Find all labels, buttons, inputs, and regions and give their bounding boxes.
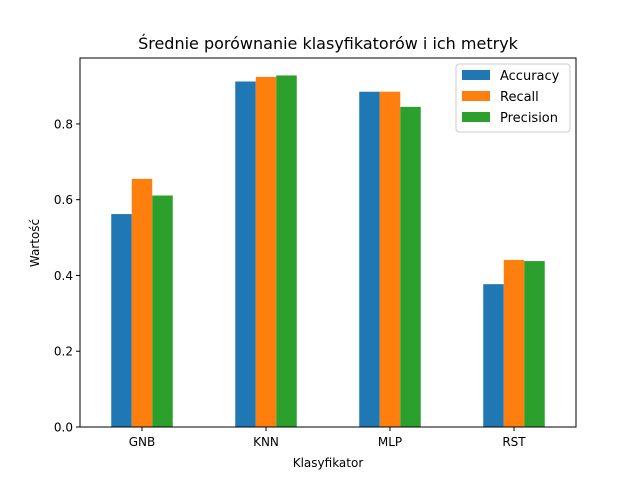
bar-mlp-precision — [400, 106, 421, 428]
bar-gnb-precision — [152, 195, 173, 427]
bar-mlp-accuracy — [359, 91, 380, 427]
y-axis-ticks: 0.0 0.2 0.4 0.6 0.8 — [54, 117, 80, 435]
legend-label-recall: Recall — [500, 90, 539, 105]
y-tick-label: 0.4 — [54, 269, 73, 283]
bars-group — [111, 75, 545, 428]
bar-rst-recall — [503, 259, 525, 427]
bar-knn-precision — [276, 75, 297, 428]
y-tick-label: 0.2 — [54, 345, 73, 359]
legend-label-accuracy: Accuracy — [500, 69, 560, 84]
x-tick-label: GNB — [129, 435, 156, 449]
y-axis-label: Wartość — [28, 219, 42, 267]
y-tick-label: 0.6 — [54, 193, 73, 207]
chart-title: Średnie porównanie klasyfikatorów i ich … — [138, 34, 519, 53]
bar-rst-precision — [524, 261, 545, 427]
x-tick-label: KNN — [253, 435, 279, 449]
legend: Accuracy Recall Precision — [455, 63, 571, 133]
bar-rst-accuracy — [483, 284, 504, 427]
x-axis-ticks: GNB KNN MLP RST — [129, 427, 526, 449]
legend-swatch-accuracy — [462, 70, 490, 80]
y-tick-label: 0.0 — [54, 421, 73, 435]
bar-knn-recall — [255, 76, 277, 427]
legend-swatch-recall — [462, 91, 490, 101]
y-tick-label: 0.8 — [54, 117, 73, 131]
plot-frame — [79, 57, 577, 428]
bar-mlp-recall — [379, 91, 401, 427]
x-tick-label: RST — [502, 435, 526, 449]
bar-knn-accuracy — [235, 81, 256, 428]
legend-swatch-precision — [462, 112, 490, 122]
bar-gnb-recall — [131, 178, 153, 427]
x-axis-label: Klasyfikator — [293, 456, 364, 470]
x-tick-label: MLP — [378, 435, 402, 449]
bar-gnb-accuracy — [111, 214, 132, 427]
legend-label-precision: Precision — [500, 111, 558, 126]
